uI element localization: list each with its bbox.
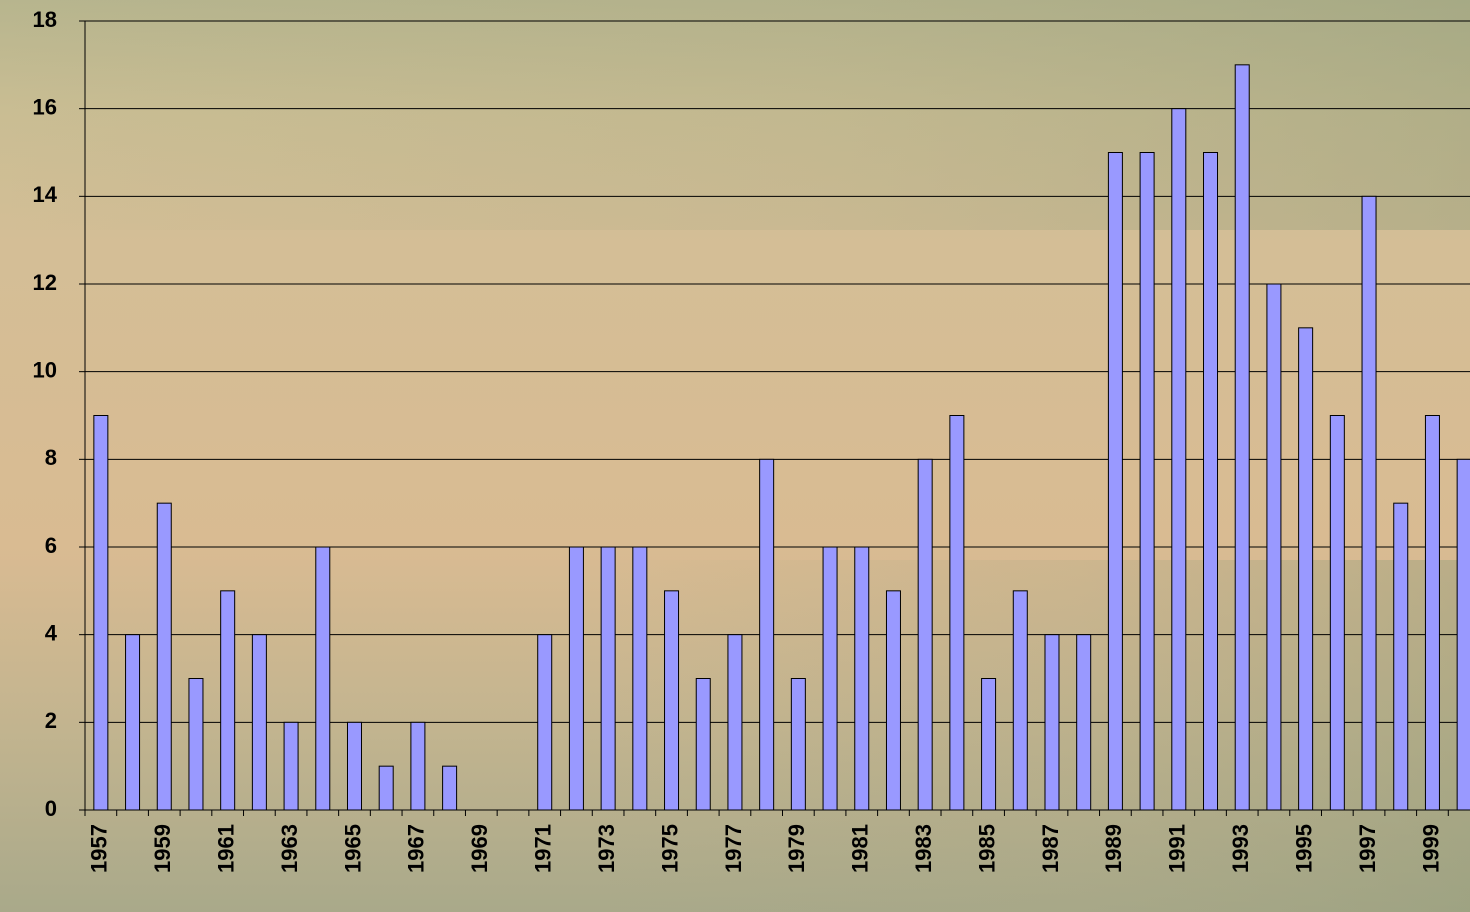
bar [696,679,710,811]
y-tick-label: 0 [45,796,57,821]
y-tick-label: 8 [45,445,57,470]
x-tick-label: 1979 [784,824,809,873]
bar [569,547,583,810]
bar [760,459,774,810]
x-tick-label: 1975 [657,824,682,873]
bar [1330,416,1344,811]
bar [1267,284,1281,810]
y-tick-label: 14 [33,182,58,207]
bar [1108,153,1122,811]
x-tick-label: 1997 [1355,824,1380,873]
x-tick-label: 1961 [213,824,238,873]
x-tick-label: 1993 [1228,824,1253,873]
bar [126,635,140,810]
x-tick-label: 1981 [848,824,873,873]
bar [918,459,932,810]
y-tick-label: 10 [33,357,57,382]
bar [1045,635,1059,810]
bar [665,591,679,810]
bar [950,416,964,811]
x-tick-label: 1963 [277,824,302,873]
bar [157,503,171,810]
bar [1235,65,1249,810]
x-tick-label: 1973 [594,824,619,873]
bar [728,635,742,810]
y-tick-label: 6 [45,533,57,558]
y-tick-label: 2 [45,708,57,733]
x-tick-label: 1983 [911,824,936,873]
y-tick-label: 18 [33,7,57,32]
x-tick-label: 1967 [404,824,429,873]
bar [411,722,425,810]
x-tick-label: 1989 [1101,824,1126,873]
x-tick-label: 1969 [467,824,492,873]
bar [94,416,108,811]
bar [791,679,805,811]
x-tick-label: 1977 [721,824,746,873]
bar [1394,503,1408,810]
y-tick-label: 12 [33,270,57,295]
bar [1013,591,1027,810]
bar [1457,459,1470,810]
bar [886,591,900,810]
y-tick-label: 4 [45,620,58,645]
bar [443,766,457,810]
bar [189,679,203,811]
bar [982,679,996,811]
bar [221,591,235,810]
bar [1077,635,1091,810]
x-tick-label: 1959 [150,824,175,873]
bar [379,766,393,810]
bar [1140,153,1154,811]
bar [347,722,361,810]
x-tick-label: 1987 [1038,824,1063,873]
bar [823,547,837,810]
x-tick-label: 1991 [1165,824,1190,873]
bar [633,547,647,810]
x-tick-label: 1995 [1291,824,1316,873]
bar [538,635,552,810]
x-tick-label: 1971 [531,824,556,873]
x-tick-label: 1999 [1418,824,1443,873]
bar [316,547,330,810]
bar [855,547,869,810]
x-tick-label: 1957 [87,824,112,873]
page: 0 2 4 6 8 10 12 14 16 18 1957 1959 1961 1963 1965 1967 1… [0,0,1470,912]
bar [601,547,615,810]
bar [1362,196,1376,810]
bar [1172,109,1186,810]
chart: 0 2 4 6 8 10 12 14 16 18 1957 1959 1961 1963 1965 1967 1… [0,0,1470,912]
x-tick-label: 1965 [340,824,365,873]
y-tick-label: 16 [33,94,57,119]
bar [252,635,266,810]
x-tick-label: 1985 [974,824,999,873]
bar [1204,153,1218,811]
bar [1425,416,1439,811]
bar [284,722,298,810]
bar [1299,328,1313,810]
